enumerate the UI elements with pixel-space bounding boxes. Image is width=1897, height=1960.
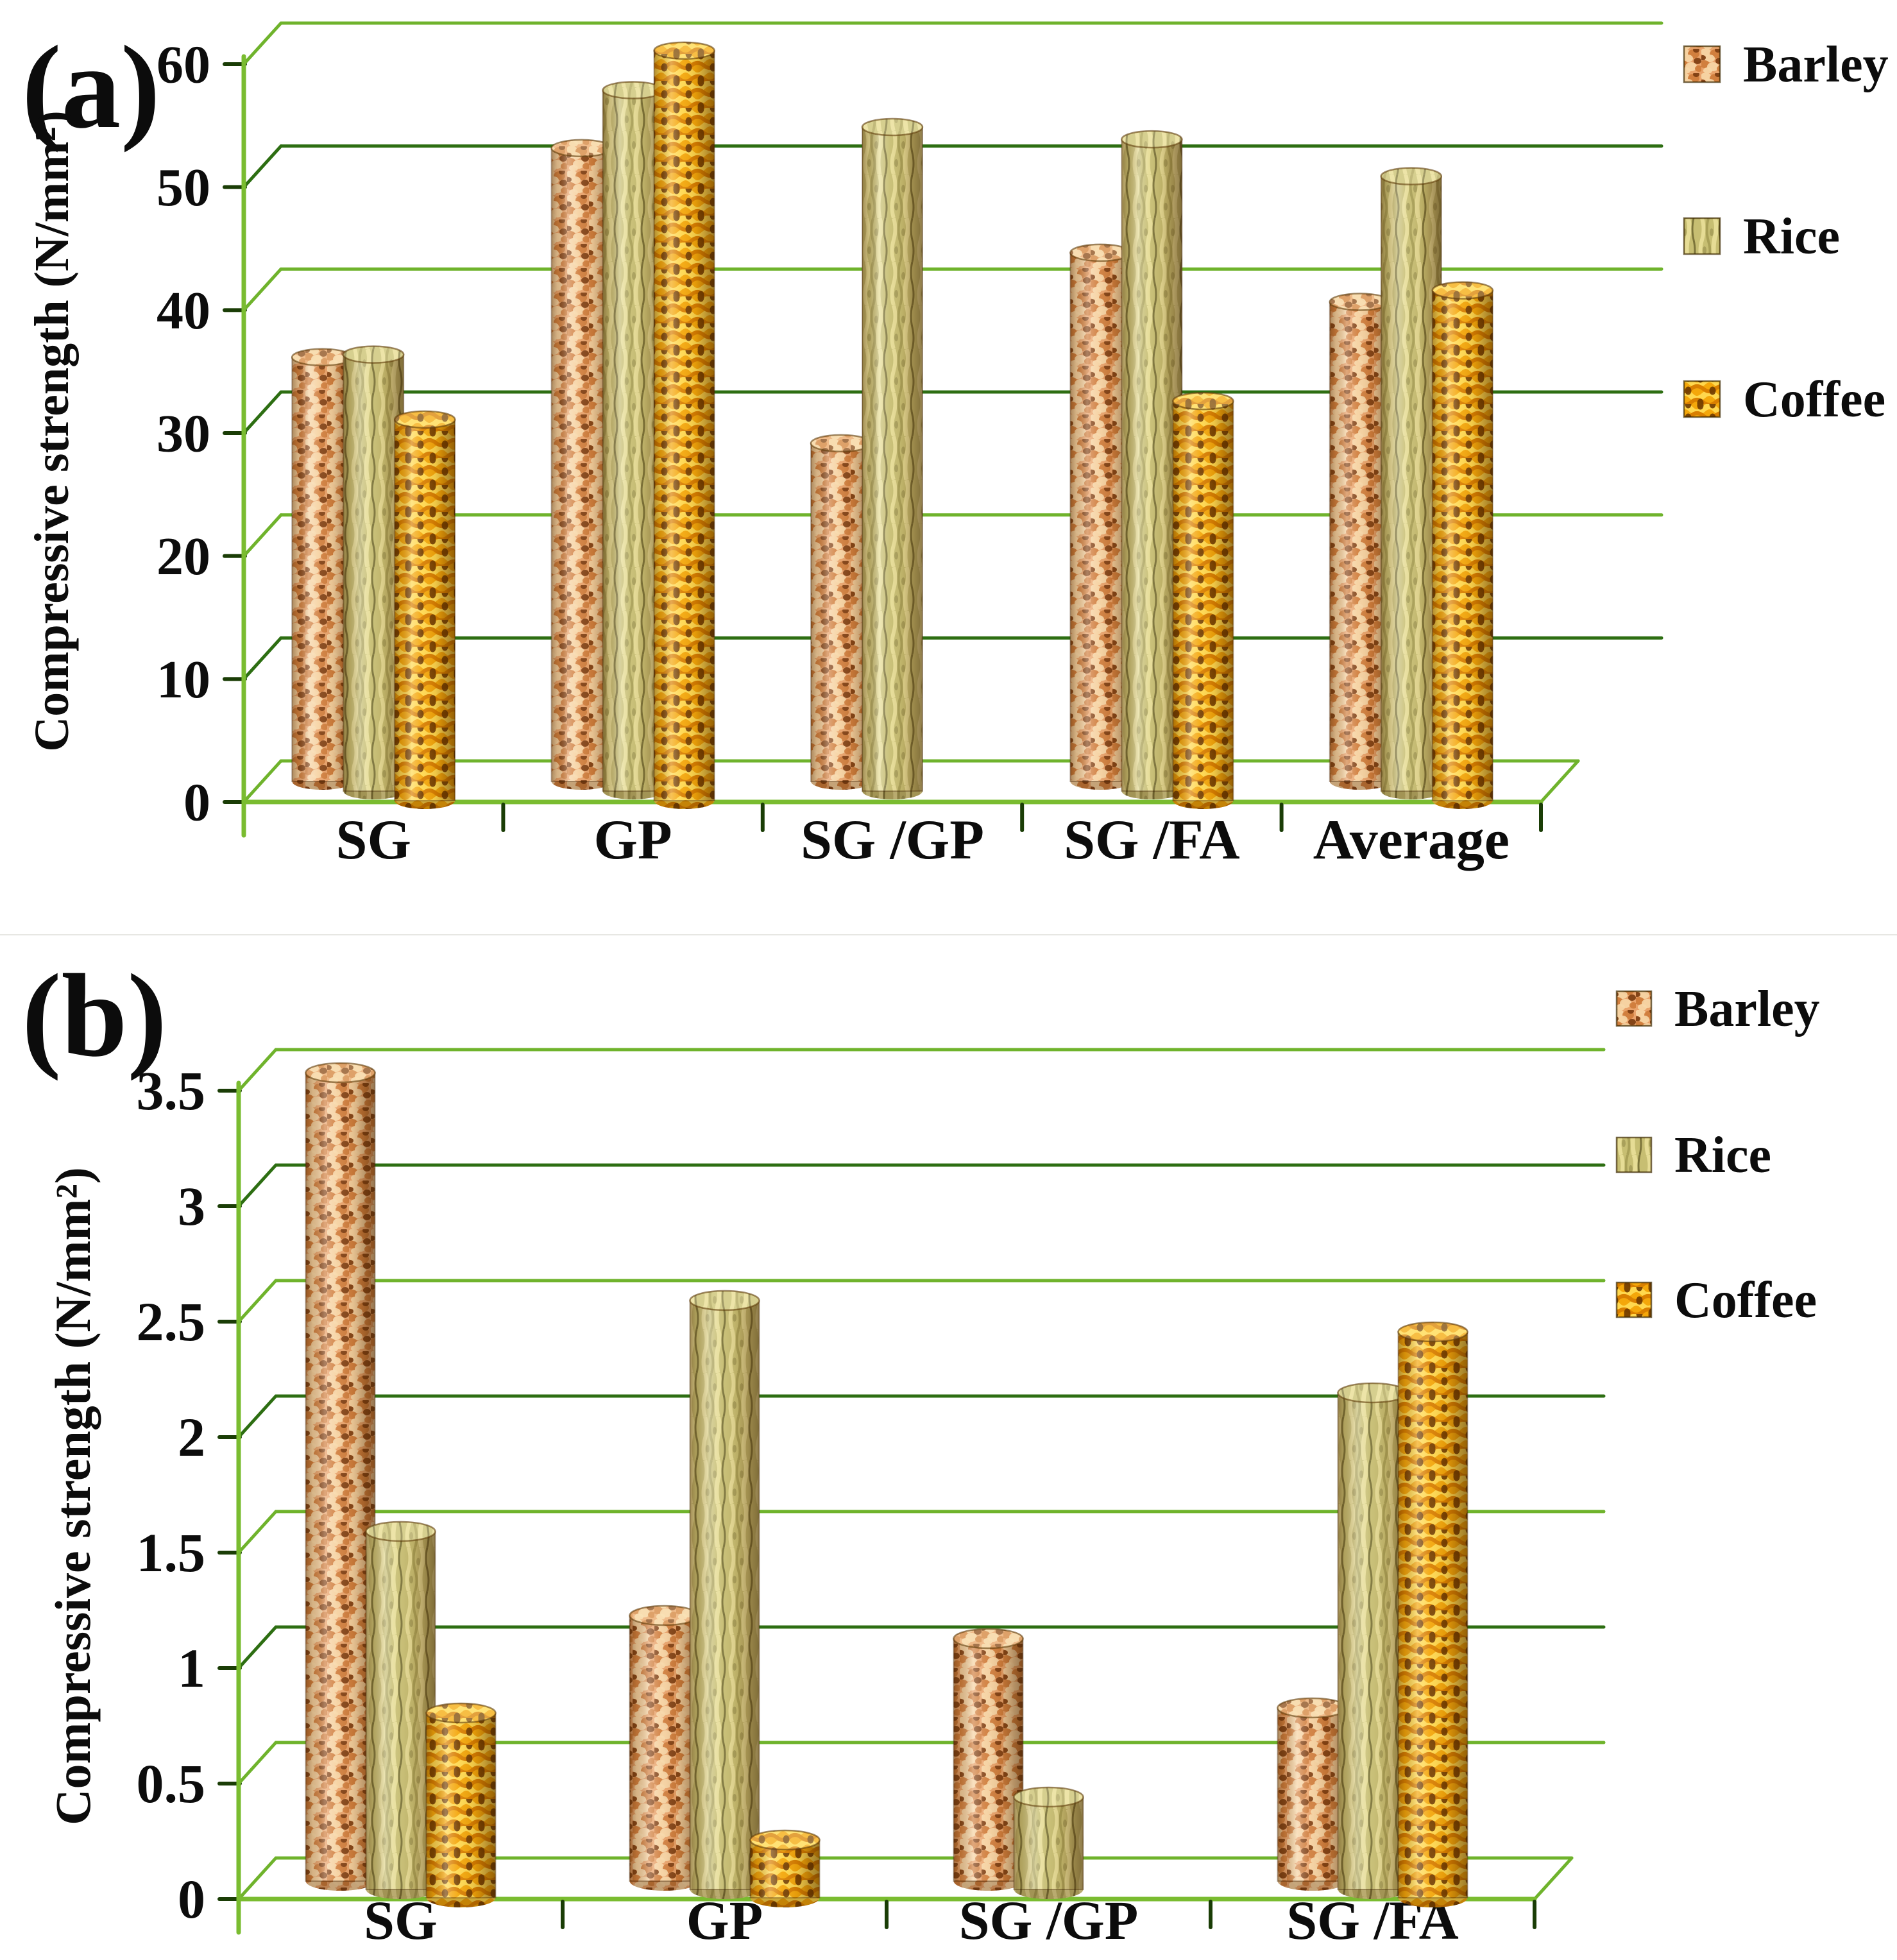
- panel-divider: [0, 934, 1897, 935]
- category-label-Average: Average: [1313, 809, 1510, 871]
- panel-label-b: (b): [22, 950, 167, 1082]
- bar-SG-Rice: [365, 1521, 436, 1899]
- legend-item-Rice: Rice: [1615, 1127, 1771, 1184]
- legend-label-Barley: Barley: [1674, 981, 1820, 1037]
- legend-swatch-Coffee: [1683, 380, 1721, 418]
- ytick-label-2.5: 2.5: [137, 1291, 206, 1352]
- category-label-SGFA: SG /FA: [1064, 809, 1240, 871]
- ytick-label-3: 3: [178, 1175, 205, 1237]
- bar-SG-Barley: [305, 1062, 376, 1891]
- ytick-label-60: 60: [157, 35, 210, 95]
- bar-SG-Coffee: [425, 1702, 497, 1907]
- category-label-SGGP: SG /GP: [959, 1889, 1139, 1951]
- y-axis-title-a: Compressive strength (N/mm²): [25, 110, 79, 751]
- gridline-3.5: [217, 1048, 1606, 1093]
- bar-SGFA-Coffee: [1397, 1321, 1468, 1907]
- bar-SGFA-Barley: [1277, 1697, 1348, 1891]
- ytick-label-3.5: 3.5: [137, 1060, 206, 1121]
- bar-GP-Barley: [550, 139, 613, 790]
- legend-swatch-Barley: [1615, 990, 1653, 1027]
- category-label-GP: GP: [686, 1889, 763, 1951]
- chart-a: 0 10 20 30 40 50 60 SG GP SG /GP SG /FA Average Barl…: [22, 21, 1889, 871]
- category-label-SGGP: SG /GP: [801, 809, 984, 871]
- floor-right-edge: [1539, 759, 1580, 804]
- y-axis-title-b: Compressive strength (N/mm²): [45, 1167, 101, 1825]
- category-label-SG: SG: [336, 809, 411, 871]
- bar-SG-Rice: [342, 345, 405, 799]
- ytick-label-0.5: 0.5: [137, 1753, 206, 1814]
- ytick-label-0: 0: [183, 773, 210, 833]
- legend-swatch-Rice: [1683, 217, 1721, 255]
- bar-SGFA-Rice: [1121, 130, 1183, 799]
- legend-item-Barley: Barley: [1683, 37, 1889, 93]
- bar-Average-Coffee: [1431, 281, 1494, 809]
- legend-label-Coffee: Coffee: [1743, 371, 1885, 428]
- bar-GP-Rice: [602, 81, 664, 799]
- legend-label-Rice: Rice: [1674, 1127, 1771, 1184]
- bar-SGGP-Barley: [953, 1628, 1024, 1891]
- legend-item-Coffee: Coffee: [1683, 371, 1885, 428]
- ytick-label-40: 40: [157, 281, 210, 341]
- legend-item-Rice: Rice: [1683, 209, 1840, 265]
- category-label-GP: GP: [593, 809, 672, 871]
- ytick-label-2: 2: [178, 1406, 205, 1468]
- category-label-SG: SG: [364, 1889, 438, 1951]
- bar-GP-Barley: [629, 1605, 700, 1891]
- legend-swatch-Barley: [1683, 45, 1721, 83]
- ytick-label-10: 10: [157, 650, 210, 710]
- bar-Average-Barley: [1329, 293, 1391, 790]
- legend-label-Rice: Rice: [1743, 209, 1840, 265]
- bar-SGFA-Coffee: [1172, 391, 1234, 809]
- bar-SGFA-Barley: [1069, 243, 1132, 790]
- panel-label-a: (a): [22, 22, 160, 153]
- ytick-label-30: 30: [157, 404, 210, 464]
- bar-SGGP-Rice: [1013, 1786, 1084, 1899]
- bar-GP-Rice: [689, 1290, 760, 1899]
- gridline-3: [217, 1163, 1606, 1208]
- bar-SGGP-Barley: [810, 434, 872, 790]
- chart-b: 00.511.522.533.5SG GP SG /GP SG /FABarleyRi…: [22, 950, 1820, 1951]
- ytick-label-0: 0: [178, 1868, 205, 1930]
- ytick-label-1.5: 1.5: [137, 1522, 206, 1583]
- bar-SGGP-Rice: [861, 117, 924, 799]
- legend-item-Coffee: Coffee: [1615, 1272, 1817, 1329]
- bar-Average-Rice: [1380, 167, 1443, 799]
- bar-GP-Coffee: [749, 1829, 821, 1907]
- ytick-label-1: 1: [178, 1637, 205, 1699]
- gridline-50: [223, 144, 1663, 189]
- gridline-2.5: [217, 1279, 1606, 1324]
- legend-label-Coffee: Coffee: [1674, 1272, 1817, 1329]
- gridline-60: [223, 21, 1663, 66]
- floor-right-edge: [1533, 1856, 1574, 1901]
- legend-swatch-Rice: [1615, 1136, 1653, 1173]
- legend-label-Barley: Barley: [1743, 37, 1889, 93]
- bar-GP-Coffee: [653, 41, 715, 809]
- ytick-label-50: 50: [157, 158, 210, 217]
- bar-SGFA-Rice: [1337, 1382, 1408, 1899]
- legend-swatch-Coffee: [1615, 1281, 1653, 1318]
- legend-item-Barley: Barley: [1615, 981, 1820, 1037]
- bar-SG-Barley: [291, 348, 353, 790]
- bar-SG-Coffee: [393, 410, 456, 809]
- ytick-label-20: 20: [157, 527, 210, 586]
